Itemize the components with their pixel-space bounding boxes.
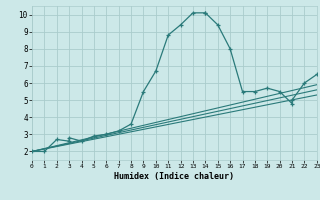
- X-axis label: Humidex (Indice chaleur): Humidex (Indice chaleur): [115, 172, 234, 181]
